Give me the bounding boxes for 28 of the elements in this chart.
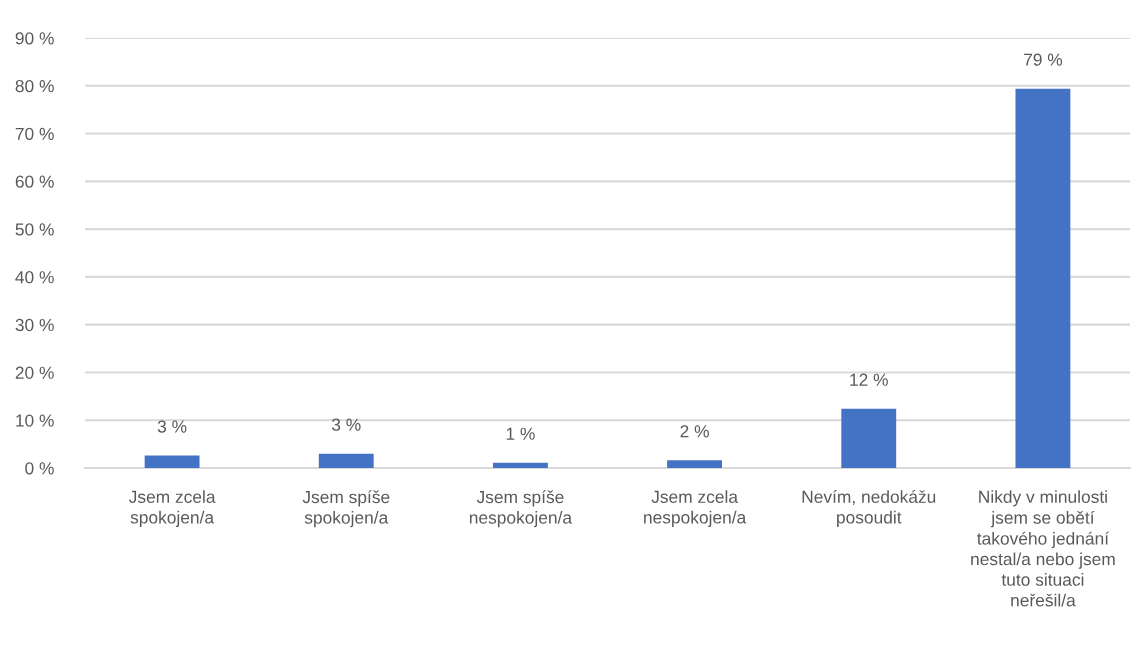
data-label: 2 % bbox=[680, 425, 709, 438]
data-label: 3 % bbox=[331, 418, 361, 431]
y-tick-label: 20 % bbox=[15, 366, 54, 379]
x-tick-label: Jsem zcela spokojen/a bbox=[128, 490, 216, 527]
bar bbox=[841, 408, 897, 468]
bar bbox=[318, 453, 374, 468]
y-tick-label: 60 % bbox=[15, 175, 54, 188]
y-tick-label: 80 % bbox=[15, 79, 54, 93]
bar bbox=[144, 455, 200, 468]
bar bbox=[1015, 88, 1071, 468]
bar bbox=[492, 462, 548, 468]
x-tick-label: Nevím, nedokážu posoudit bbox=[802, 490, 936, 527]
x-tick-label: Jsem spíše nespokojen/a bbox=[469, 490, 573, 528]
y-tick-label: 90 % bbox=[15, 32, 54, 45]
data-label: 3 % bbox=[157, 420, 187, 433]
y-tick-label: 0 % bbox=[25, 462, 54, 475]
x-tick-label: Jsem zcela nespokojen/a bbox=[644, 490, 747, 527]
y-tick-label: 50 % bbox=[15, 223, 54, 236]
data-label: 79 % bbox=[1024, 53, 1063, 66]
data-label: 12 % bbox=[850, 373, 888, 386]
x-tick-label: Jsem spíše spokojen/a bbox=[302, 490, 390, 528]
x-tick-label: Nikdy v minulosti jsem se obětí takového jednání nestal/a nebo jsem tuto situaci neřešil/a bbox=[971, 490, 1115, 607]
y-tick-label: 70 % bbox=[15, 127, 54, 141]
y-tick-label: 40 % bbox=[15, 271, 54, 284]
bar bbox=[667, 460, 723, 468]
data-label: 1 % bbox=[506, 427, 535, 440]
y-tick-label: 10 % bbox=[16, 414, 54, 427]
y-tick-label: 30 % bbox=[15, 318, 54, 332]
